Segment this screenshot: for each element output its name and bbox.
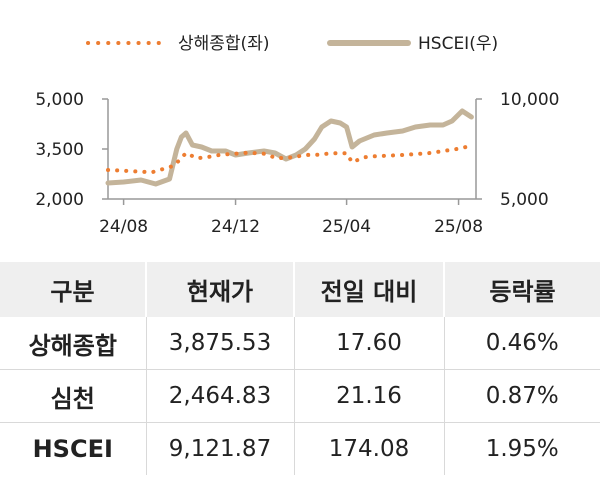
x-tick-label: 24/12 — [211, 217, 260, 237]
y-right-tick-label: 5,000 — [500, 190, 549, 210]
table-header-row: 구분 현재가 전일 대비 등락률 — [0, 262, 600, 317]
row-daily-change: 174.08 — [294, 423, 444, 476]
row-current-price: 2,464.83 — [146, 370, 294, 423]
table-row: 심천 2,464.83 21.16 0.87% — [0, 370, 600, 423]
row-current-price: 3,875.53 — [146, 317, 294, 370]
x-tick-label: 25/04 — [322, 217, 371, 237]
y-left-tick-label: 3,500 — [35, 140, 84, 160]
row-change-rate: 1.95% — [444, 423, 600, 476]
quote-table: 구분 현재가 전일 대비 등락률 상해종합 3,875.53 17.60 0.4… — [0, 262, 600, 475]
header-daily-change: 전일 대비 — [294, 262, 444, 317]
index-chart: 상해종합(좌) HSCEI(우) 2,000 3,500 5,000 5,000 10,0… — [0, 0, 600, 260]
x-tick-label: 25/08 — [434, 217, 483, 237]
row-change-rate: 0.87% — [444, 370, 600, 423]
row-daily-change: 17.60 — [294, 317, 444, 370]
row-daily-change: 21.16 — [294, 370, 444, 423]
chart-legend: 상해종합(좌) HSCEI(우) — [88, 34, 498, 54]
x-tick-label: 24/08 — [99, 217, 148, 237]
row-name: 심천 — [0, 370, 146, 423]
row-change-rate: 0.46% — [444, 317, 600, 370]
legend-label-hscei: HSCEI(우) — [418, 34, 498, 54]
chart-series — [108, 111, 471, 184]
table-row: HSCEI 9,121.87 174.08 1.95% — [0, 423, 600, 476]
y-left-tick-label: 5,000 — [35, 90, 84, 110]
chart-svg: 상해종합(좌) HSCEI(우) 2,000 3,500 5,000 5,000 10,0… — [0, 0, 600, 260]
row-current-price: 9,121.87 — [146, 423, 294, 476]
row-name: 상해종합 — [0, 317, 146, 370]
row-name: HSCEI — [0, 423, 146, 476]
series-line-shanghai — [108, 146, 471, 173]
table-row: 상해종합 3,875.53 17.60 0.46% — [0, 317, 600, 370]
series-line-hscei — [108, 111, 471, 184]
chart-axes: 2,000 3,500 5,000 5,000 10,000 24/08 24/12 25/0… — [35, 90, 559, 237]
header-change-rate: 등락률 — [444, 262, 600, 317]
legend-label-shanghai: 상해종합(좌) — [178, 34, 269, 54]
y-left-tick-label: 2,000 — [35, 190, 84, 210]
header-category: 구분 — [0, 262, 146, 317]
header-current-price: 현재가 — [146, 262, 294, 317]
y-right-tick-label: 10,000 — [500, 90, 559, 110]
